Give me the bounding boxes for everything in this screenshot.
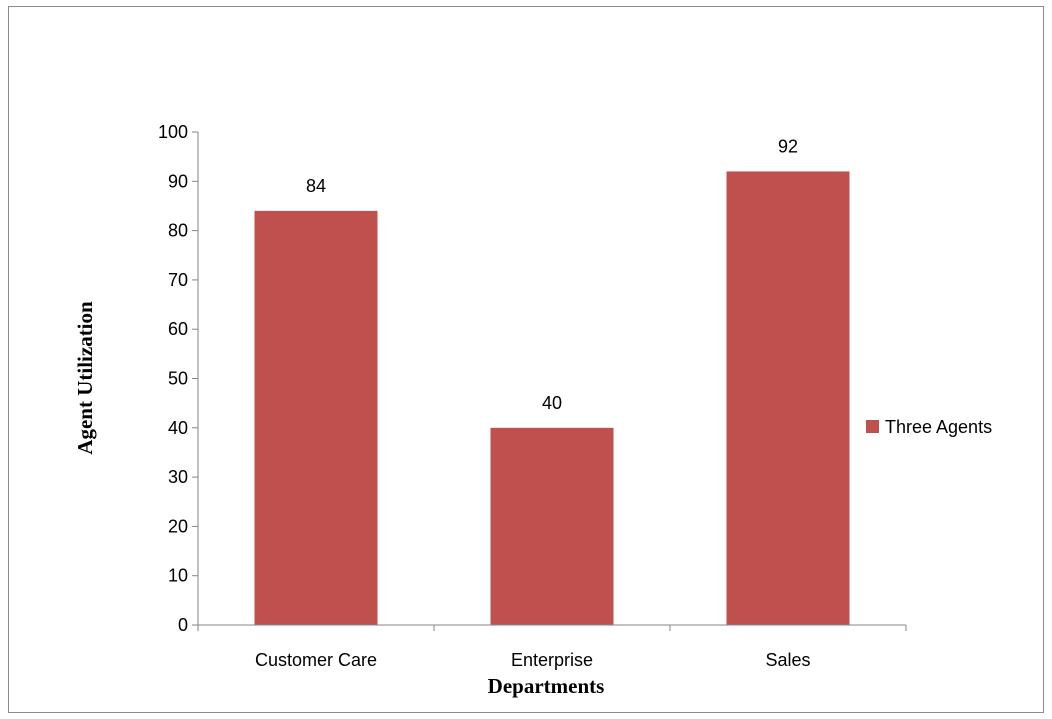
bar-sales [726, 171, 850, 625]
y-axis-title: Agent Utilization [73, 301, 97, 455]
data-label: 92 [778, 136, 798, 156]
x-category-label: Sales [765, 650, 810, 670]
bar-customer-care [254, 210, 378, 625]
y-tick-label: 90 [168, 171, 188, 191]
y-tick-label: 10 [168, 566, 188, 586]
data-label: 84 [306, 176, 326, 196]
data-label: 40 [542, 393, 562, 413]
y-tick-label: 30 [168, 467, 188, 487]
y-tick-label: 80 [168, 221, 188, 241]
legend-label: Three Agents [885, 417, 992, 437]
y-tick-label: 50 [168, 369, 188, 389]
y-tick-label: 100 [158, 122, 188, 142]
legend-swatch [866, 420, 879, 433]
y-tick-label: 0 [178, 615, 188, 635]
x-category-label: Customer Care [255, 650, 377, 670]
y-tick-label: 40 [168, 418, 188, 438]
y-tick-label: 70 [168, 270, 188, 290]
y-tick-label: 60 [168, 319, 188, 339]
bar-enterprise [490, 427, 614, 625]
legend: Three Agents [866, 417, 992, 437]
x-axis-title: Departments [488, 674, 605, 698]
y-tick-label: 20 [168, 516, 188, 536]
y-axis-ticks: 0 10 20 30 40 50 60 70 80 90 100 [158, 122, 198, 635]
data-labels: 84 40 92 [306, 136, 798, 412]
x-axis-ticks: Customer Care Enterprise Sales [197, 625, 907, 670]
bars [254, 171, 850, 625]
x-category-label: Enterprise [511, 650, 593, 670]
